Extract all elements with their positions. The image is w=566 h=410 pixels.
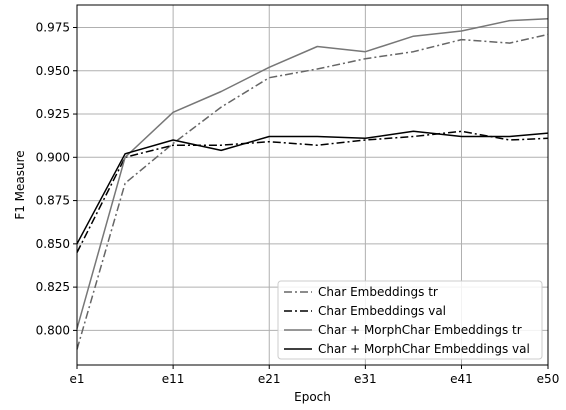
series-lines bbox=[76, 18, 549, 350]
y-tick-label: 0.950 bbox=[36, 64, 70, 78]
x-tick-label: e41 bbox=[450, 372, 473, 386]
series-line-1 bbox=[76, 33, 549, 350]
legend-box bbox=[277, 280, 543, 360]
y-tick-label: 0.825 bbox=[36, 280, 70, 294]
legend: Char Embeddings tr Char Embeddings val Cha… bbox=[277, 280, 543, 360]
x-tick-label: e21 bbox=[258, 372, 281, 386]
axis-ticks: 0.800 0.825 0.850 0.875 0.900 0.925 0.950 0.975… bbox=[36, 21, 560, 387]
x-tick-label: e1 bbox=[69, 372, 84, 386]
y-tick-label: 0.875 bbox=[36, 194, 70, 208]
legend-label-3: Char + MorphChar Embeddings tr bbox=[318, 323, 522, 337]
x-axis-label: Epoch bbox=[294, 390, 331, 404]
x-tick-label: e31 bbox=[354, 372, 377, 386]
series-line-3 bbox=[76, 18, 549, 329]
x-tick-label: e11 bbox=[162, 372, 185, 386]
legend-label-2: Char Embeddings val bbox=[318, 304, 446, 318]
plot-frame bbox=[76, 4, 549, 366]
legend-label-4: Char + MorphChar Embeddings val bbox=[318, 342, 530, 356]
legend-label-1: Char Embeddings tr bbox=[318, 285, 438, 299]
series-line-4 bbox=[76, 130, 549, 245]
x-tick-label: e50 bbox=[537, 372, 560, 386]
y-tick-label: 0.975 bbox=[36, 21, 70, 35]
series-line-2 bbox=[76, 130, 549, 253]
y-tick-label: 0.800 bbox=[36, 323, 70, 337]
y-tick-label: 0.925 bbox=[36, 107, 70, 121]
y-tick-label: 0.900 bbox=[36, 150, 70, 164]
y-axis-label: F1 Measure bbox=[13, 150, 27, 219]
y-tick-label: 0.850 bbox=[36, 237, 70, 251]
